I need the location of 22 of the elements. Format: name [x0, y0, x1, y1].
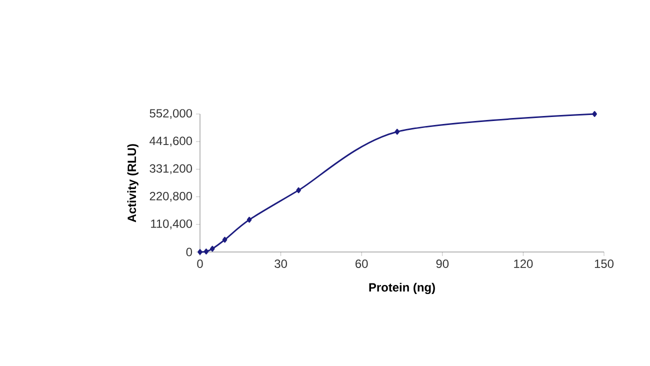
x-axis-title: Protein (ng)	[369, 282, 435, 294]
y-tick-label: 331,200	[150, 164, 192, 174]
x-tick-label: 60	[356, 260, 368, 268]
y-tick-label: 441,600	[150, 136, 192, 147]
x-tick-label: 150	[594, 260, 614, 268]
x-tick-label: 30	[274, 260, 287, 268]
point	[204, 248, 209, 254]
x-tick-label: 0	[197, 260, 203, 268]
point	[246, 216, 252, 223]
y-axis-title: Activity (RLU)	[127, 144, 138, 222]
point	[592, 111, 597, 117]
x-tick-label: 120	[514, 260, 533, 268]
y-tick-label: 0	[186, 248, 192, 256]
y-tick-label: 110,400	[151, 219, 192, 230]
point	[210, 246, 215, 252]
point	[198, 249, 202, 255]
point	[222, 236, 228, 243]
x-tick-label: 90	[436, 260, 449, 268]
point	[296, 187, 301, 194]
y-tick-label: 552,000	[150, 109, 192, 119]
point	[394, 128, 400, 135]
y-tick-label: 220,800	[150, 192, 192, 202]
